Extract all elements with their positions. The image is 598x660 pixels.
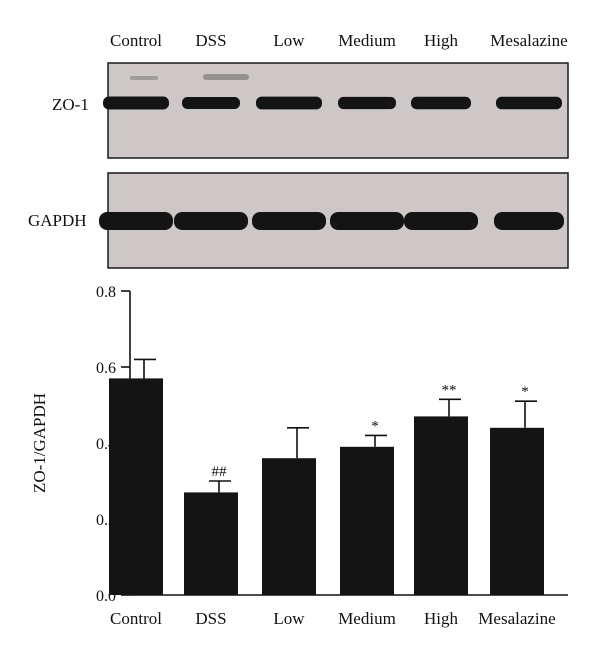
band-zo-1-low — [256, 96, 322, 110]
x-axis: Control DSS Low Medium High Mesalazine — [110, 594, 568, 628]
bar-low — [262, 458, 316, 595]
bar-chart: 0.00.20.40.60.8 Control DSS Low Medium High M… — [30, 284, 568, 628]
blot-row-label-zo1: ZO-1 — [52, 95, 89, 114]
band-gapdh-medium — [330, 212, 404, 230]
bar-mesalazine — [490, 427, 544, 595]
blot-row-zo1: ZO-1 — [52, 62, 569, 159]
x-tick-label-medium: Medium — [338, 609, 396, 628]
bar-medium — [340, 446, 394, 595]
band-gapdh-low — [252, 212, 326, 230]
bands-zo1 — [103, 74, 562, 110]
x-tick-label-low: Low — [273, 609, 305, 628]
blot-membrane-zo1 — [107, 62, 569, 159]
bar-dss — [184, 492, 238, 595]
x-tick-label-control: Control — [110, 609, 162, 628]
band-zo-1-control — [103, 96, 169, 110]
blot-lane-label-mesalazine: Mesalazine — [490, 31, 567, 50]
significance-high: ** — [442, 382, 457, 398]
x-tick-label-mesalazine: Mesalazine — [478, 609, 555, 628]
blot-row-gapdh: GAPDH — [28, 172, 569, 269]
significance-mesalazine: * — [521, 384, 529, 400]
y-tick-label: 0.6 — [96, 360, 116, 377]
y-axis-label: ZO-1/GAPDH — [30, 393, 49, 493]
faint-band-dss — [203, 74, 249, 80]
band-zo-1-medium — [338, 96, 396, 110]
significance-medium: * — [371, 418, 379, 434]
x-tick-label-dss: DSS — [195, 609, 226, 628]
blot-lane-label-high: High — [424, 31, 459, 50]
band-zo-1-high — [411, 96, 471, 110]
significance-dss: ## — [212, 464, 228, 480]
blot-lane-label-control: Control — [110, 31, 162, 50]
band-zo-1-mesalazine — [496, 96, 562, 110]
blot-row-label-gapdh: GAPDH — [28, 211, 87, 230]
band-gapdh-mesalazine — [494, 212, 564, 230]
bar-control — [109, 378, 163, 595]
bars: ##*** * — [109, 358, 544, 595]
blot-lane-label-medium: Medium — [338, 31, 396, 50]
bands-gapdh — [99, 212, 564, 230]
y-tick-label: 0.8 — [96, 284, 116, 301]
blot-lane-label-low: Low — [273, 31, 305, 50]
band-zo-1-dss — [182, 96, 240, 110]
band-gapdh-control — [99, 212, 173, 230]
bar-high — [414, 416, 468, 595]
faint-band-control — [130, 76, 158, 80]
x-tick-label-high: High — [424, 609, 459, 628]
blot-lane-labels: Control DSS Low Medium High Mesalazine — [110, 31, 568, 50]
blot-lane-label-dss: DSS — [195, 31, 226, 50]
band-gapdh-dss — [174, 212, 248, 230]
band-gapdh-high — [404, 212, 478, 230]
